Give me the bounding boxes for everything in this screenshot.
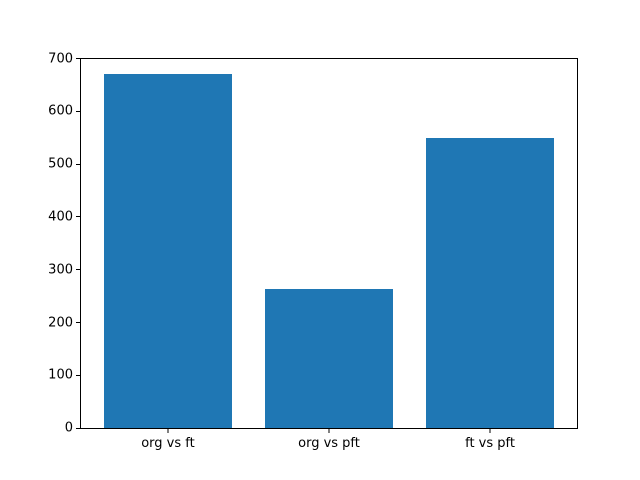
y-tick-mark: [76, 216, 80, 218]
x-tick-mark: [489, 429, 491, 434]
y-tick-mark: [76, 163, 80, 165]
y-tick-label: 100: [48, 367, 73, 383]
y-tick-mark: [76, 58, 80, 60]
y-tick-label: 400: [48, 209, 73, 225]
y-tick-mark: [76, 269, 80, 271]
y-tick-mark: [76, 374, 80, 376]
x-tick-label: org vs pft: [298, 436, 360, 452]
y-tick-mark: [76, 427, 80, 429]
y-tick-label: 500: [48, 156, 73, 172]
x-tick-label: ft vs pft: [465, 436, 515, 452]
y-tick-label: 600: [48, 103, 73, 119]
x-tick-mark: [167, 429, 169, 434]
bar-ft-vs-pft: [425, 137, 555, 429]
x-tick-label: org vs ft: [141, 436, 195, 452]
y-tick-mark: [76, 110, 80, 112]
y-tick-label: 700: [48, 51, 73, 67]
bar-org-vs-pft: [264, 288, 394, 429]
y-tick-label: 200: [48, 315, 73, 331]
x-tick-mark: [328, 429, 330, 434]
y-tick-label: 300: [48, 262, 73, 278]
y-tick-label: 0: [64, 420, 73, 436]
bar-org-vs-ft: [103, 74, 233, 429]
y-tick-mark: [76, 322, 80, 324]
plot-area: 0 100 200 300 400 500 600 700 org vs ft org vs pf…: [48, 52, 578, 450]
